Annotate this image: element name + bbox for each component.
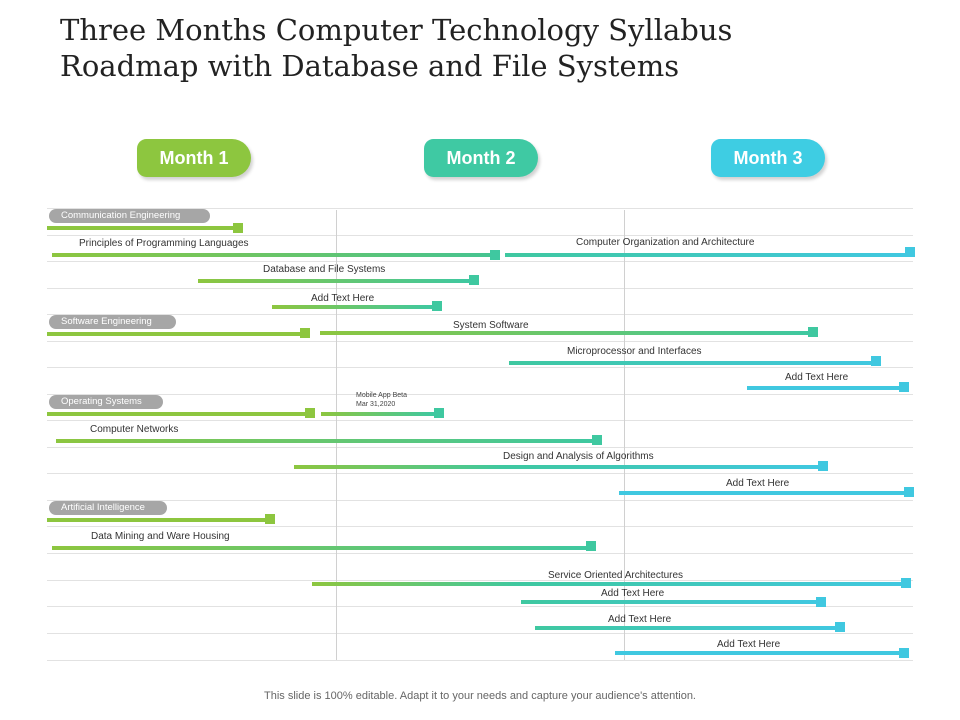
task-bar: [52, 546, 586, 550]
task-bar: [272, 305, 432, 309]
grid-line: [47, 606, 913, 607]
grid-line: [47, 633, 913, 634]
category-label: Software Engineering: [61, 316, 152, 327]
task-bar: [535, 626, 835, 630]
milestone-marker: [899, 382, 909, 392]
milestone-marker: [305, 408, 315, 418]
task-label: Computer Networks: [90, 424, 179, 435]
task-bar: [198, 279, 469, 283]
category-bar: [47, 332, 300, 336]
grid-line: [47, 367, 913, 368]
month-3-tab: Month 3: [711, 139, 825, 177]
task-label: Service Oriented Architectures: [548, 570, 684, 581]
grid-line: [47, 208, 913, 209]
task-bar: [509, 361, 871, 365]
milestone-marker: [432, 301, 442, 311]
month-2-label: Month 2: [446, 148, 516, 168]
milestone-marker: [265, 514, 275, 524]
milestone-marker: [469, 275, 479, 285]
category-label: Operating Systems: [61, 396, 142, 407]
milestone-marker: [490, 250, 500, 260]
task-label: Add Text Here: [785, 372, 849, 383]
category-bar: [47, 518, 265, 522]
title-line-1: Three Months Computer Technology Syllabu…: [60, 13, 733, 47]
grid-line: [47, 420, 913, 421]
milestone-marker: [586, 541, 596, 551]
month-3-label: Month 3: [733, 148, 803, 168]
grid-line: [47, 660, 913, 661]
task-label: System Software: [453, 320, 529, 331]
grid-line: [47, 526, 913, 527]
task-label: Data Mining and Ware Housing: [91, 531, 230, 542]
grid-line: [47, 500, 913, 501]
milestone-marker: [808, 327, 818, 337]
grid-line: [47, 553, 913, 554]
grid-line: [47, 394, 913, 395]
task-bar: [56, 439, 592, 443]
task-bar: [619, 491, 904, 495]
grid-line: [47, 288, 913, 289]
month-divider: [624, 210, 625, 660]
grid-line: [47, 473, 913, 474]
grid-line: [47, 341, 913, 342]
task-bar: [52, 253, 490, 257]
task-bar: [294, 465, 818, 469]
category-pill-operating: Operating Systems: [49, 395, 163, 409]
task-label: Database and File Systems: [263, 264, 386, 275]
task-label: Add Text Here: [608, 614, 672, 625]
month-divider: [336, 210, 337, 660]
category-pill-software: Software Engineering: [49, 315, 176, 329]
task-label: Add Text Here: [601, 588, 665, 599]
grid-line: [47, 580, 913, 581]
category-bar: [47, 412, 305, 416]
task-label: Add Text Here: [311, 293, 375, 304]
milestone-marker: [899, 648, 909, 658]
task-bar: [521, 600, 816, 604]
grid-line: [47, 235, 913, 236]
footer-note: This slide is 100% editable. Adapt it to…: [264, 690, 696, 702]
month-2-tab: Month 2: [424, 139, 538, 177]
grid-line: [47, 314, 913, 315]
grid-line: [47, 447, 913, 448]
milestone-marker: [233, 223, 243, 233]
task-label: Add Text Here: [726, 478, 790, 489]
grid-line: [47, 261, 913, 262]
task-label: Design and Analysis of Algorithms: [503, 451, 654, 462]
category-pill-ai: Artificial Intelligence: [49, 501, 167, 515]
task-bar: [312, 582, 901, 586]
milestone-marker: [871, 356, 881, 366]
milestone-marker: [818, 461, 828, 471]
milestone-title: Mobile App Beta: [356, 392, 407, 399]
task-label: Computer Organization and Architecture: [576, 237, 755, 248]
milestone-marker: [816, 597, 826, 607]
category-bar: [47, 226, 233, 230]
task-bar: [321, 412, 434, 416]
category-pill-communication: Communication Engineering: [49, 209, 210, 223]
milestone-marker: [904, 487, 914, 497]
month-1-label: Month 1: [159, 148, 229, 168]
milestone-marker: [901, 578, 911, 588]
task-label: Principles of Programming Languages: [79, 238, 249, 249]
title-line-2: Roadmap with Database and File Systems: [60, 49, 680, 83]
milestone-marker: [905, 247, 915, 257]
milestone-date: Mar 31,2020: [356, 401, 396, 408]
milestone-marker: [835, 622, 845, 632]
milestone-marker: [300, 328, 310, 338]
task-bar: [615, 651, 899, 655]
task-label: Add Text Here: [717, 639, 781, 650]
task-bar: [747, 386, 899, 390]
milestone-marker: [592, 435, 602, 445]
category-label: Communication Engineering: [61, 210, 181, 221]
page-title: Three Months Computer Technology Syllabu…: [60, 12, 920, 84]
task-bar: [320, 331, 808, 335]
month-1-tab: Month 1: [137, 139, 251, 177]
task-bar: [505, 253, 905, 257]
milestone-marker: [434, 408, 444, 418]
task-label: Microprocessor and Interfaces: [567, 346, 702, 357]
category-label: Artificial Intelligence: [61, 502, 145, 513]
milestone-note: Mobile App Beta Mar 31,2020: [356, 391, 407, 409]
